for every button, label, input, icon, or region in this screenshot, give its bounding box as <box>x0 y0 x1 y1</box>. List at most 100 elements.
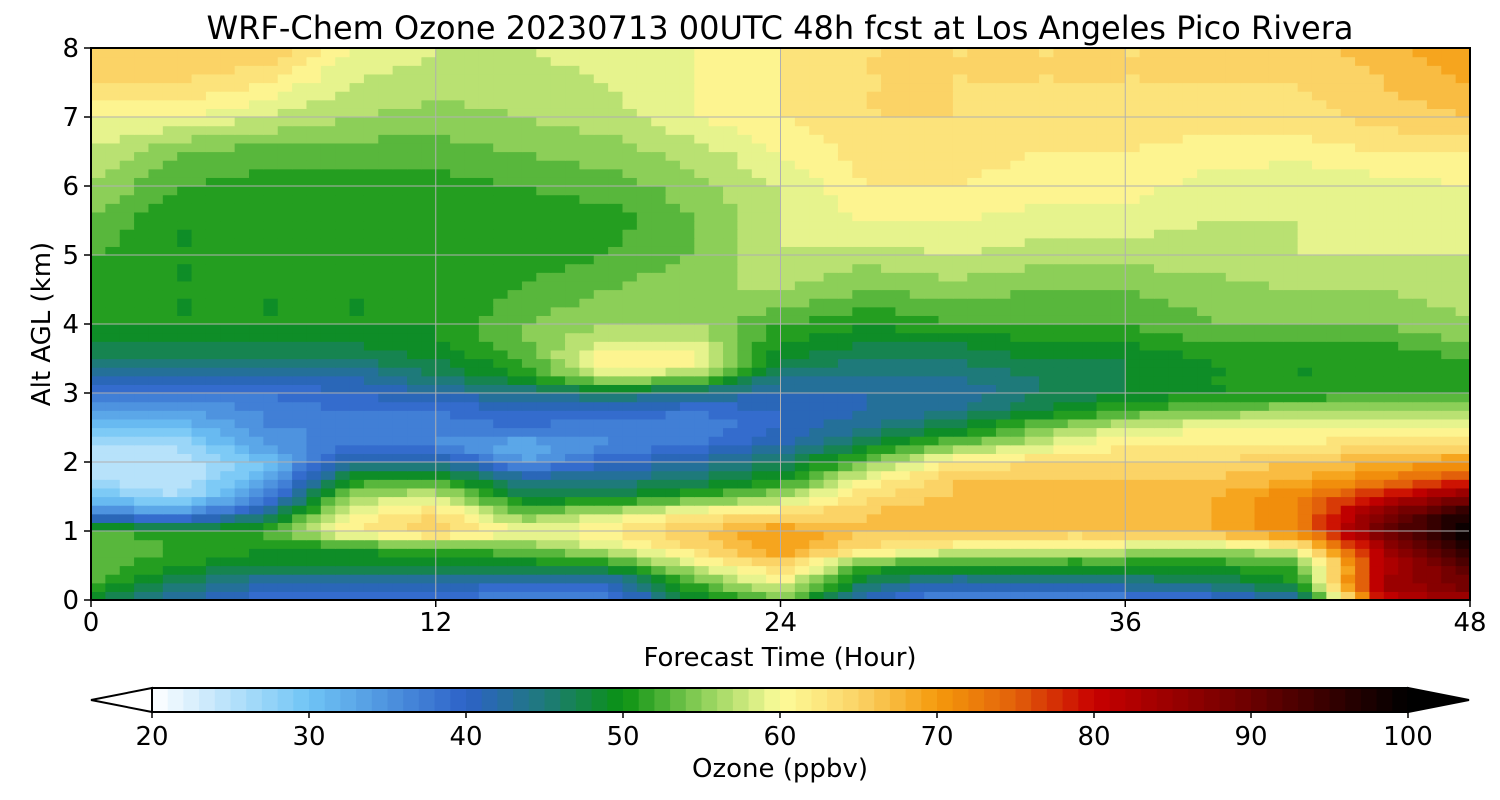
heatmap-cell <box>823 513 839 523</box>
heatmap-cell <box>162 513 178 523</box>
heatmap-cell <box>536 341 552 351</box>
heatmap-cell <box>536 436 552 446</box>
heatmap-cell <box>263 487 279 498</box>
heatmap-cell <box>780 513 796 523</box>
heatmap-cell <box>1096 418 1112 429</box>
heatmap-cell <box>794 349 810 360</box>
heatmap-cell <box>191 375 207 385</box>
heatmap-cell <box>1398 462 1414 472</box>
heatmap-cell <box>1426 280 1442 291</box>
heatmap-cell <box>780 436 796 446</box>
heatmap-cell <box>608 513 624 523</box>
heatmap-cell <box>1039 315 1055 325</box>
heatmap-cell <box>1067 324 1083 334</box>
heatmap-cell <box>263 556 279 567</box>
heatmap-cell <box>881 211 897 222</box>
heatmap-cell <box>1340 556 1356 567</box>
heatmap-cell <box>550 255 566 265</box>
heatmap-cell <box>837 186 853 196</box>
heatmap-cell <box>766 211 782 222</box>
heatmap-cell <box>493 591 509 601</box>
heatmap-cell <box>205 341 221 351</box>
heatmap-cell <box>995 565 1011 575</box>
heatmap-cell <box>220 410 236 420</box>
heatmap-cell <box>205 255 221 265</box>
heatmap-cell <box>1067 384 1083 394</box>
heatmap-cell <box>622 556 638 567</box>
heatmap-cell <box>464 160 480 170</box>
heatmap-cell <box>593 513 609 523</box>
heatmap-cell <box>837 470 853 480</box>
heatmap-cell <box>823 574 839 584</box>
heatmap-cell <box>177 211 193 222</box>
heatmap-cell <box>1369 565 1385 575</box>
heatmap-cell <box>1225 565 1241 575</box>
heatmap-cell <box>751 341 767 351</box>
heatmap-cell <box>1082 168 1098 178</box>
heatmap-cell <box>1125 229 1141 239</box>
heatmap-cell <box>766 280 782 291</box>
heatmap-cell <box>1455 203 1471 213</box>
heatmap-cell <box>349 479 365 489</box>
heatmap-cell <box>866 582 882 592</box>
heatmap-cell <box>234 479 250 489</box>
heatmap-cell <box>1039 505 1055 515</box>
heatmap-cell <box>263 513 279 523</box>
heatmap-cell <box>723 513 738 523</box>
heatmap-cell <box>119 229 135 239</box>
heatmap-cell <box>837 582 853 592</box>
heatmap-cell <box>636 531 652 541</box>
heatmap-cell <box>1426 168 1442 178</box>
heatmap-cell <box>464 263 480 273</box>
heatmap-cell <box>392 151 408 161</box>
heatmap-cell <box>1340 306 1356 316</box>
heatmap-cell <box>1082 375 1098 385</box>
heatmap-cell <box>737 496 753 506</box>
heatmap-cell <box>1455 255 1471 265</box>
heatmap-cell <box>148 591 164 601</box>
heatmap-cell <box>1268 462 1284 472</box>
heatmap-cell <box>665 220 681 230</box>
heatmap-cell <box>895 280 911 291</box>
heatmap-cell <box>292 393 308 403</box>
heatmap-cell <box>565 341 580 351</box>
heatmap-cell <box>1340 384 1356 394</box>
heatmap-cell <box>1340 211 1356 222</box>
heatmap-cell <box>780 479 796 489</box>
heatmap-cell <box>967 479 983 489</box>
heatmap-cell <box>952 410 968 420</box>
heatmap-cell <box>263 341 279 351</box>
heatmap-cell <box>565 479 580 489</box>
heatmap-cell <box>1024 505 1040 515</box>
heatmap-cell <box>622 151 638 161</box>
heatmap-cell <box>1153 462 1169 472</box>
heatmap-cell <box>1024 393 1040 403</box>
heatmap-cell <box>1168 479 1184 489</box>
heatmap-cell <box>464 194 480 204</box>
heatmap-cell <box>766 324 782 334</box>
heatmap-cell <box>335 229 351 239</box>
heatmap-cell <box>306 324 322 334</box>
heatmap-cell <box>234 427 250 437</box>
heatmap-cell <box>119 341 135 351</box>
heatmap-cell <box>967 237 983 247</box>
heatmap-cell <box>1355 306 1371 316</box>
heatmap-cell <box>651 462 667 472</box>
heatmap-cell <box>493 315 509 325</box>
heatmap-cell <box>636 582 652 592</box>
heatmap-cell <box>1355 462 1371 472</box>
heatmap-cell <box>593 496 609 506</box>
heatmap-cell <box>579 487 595 498</box>
heatmap-cell <box>837 556 853 567</box>
heatmap-cell <box>837 384 853 394</box>
heatmap-cell <box>320 306 336 316</box>
heatmap-cell <box>162 220 178 230</box>
heatmap-cell <box>938 237 954 247</box>
heatmap-cell <box>493 505 509 515</box>
heatmap-cell <box>1110 384 1126 394</box>
heatmap-cell <box>249 168 264 178</box>
heatmap-cell <box>636 211 652 222</box>
heatmap-cell <box>1355 574 1371 584</box>
heatmap-cell <box>407 496 422 506</box>
heatmap-cell <box>823 444 839 454</box>
